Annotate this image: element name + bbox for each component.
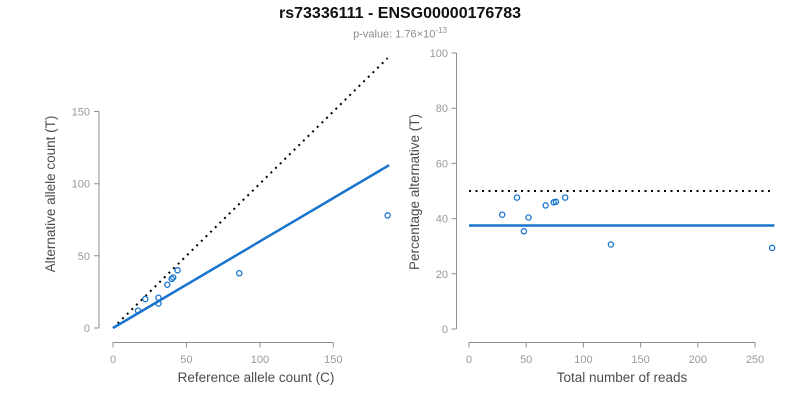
identity-line <box>112 57 389 329</box>
fit-line <box>112 164 390 330</box>
percentage-alternative-y-axis-title: Percentage alternative (T) <box>407 114 422 270</box>
data-point <box>498 211 506 218</box>
percentage-alternative-y-tick-label: 0 <box>442 324 448 336</box>
allele-counts-y-tick-label: 150 <box>72 107 90 119</box>
figure-title: rs73336111 - ENSG00000176783 <box>279 5 521 22</box>
data-point <box>607 241 615 248</box>
data-point <box>768 244 776 252</box>
data-point <box>169 274 177 281</box>
data-point <box>561 194 569 201</box>
p-value-subtitle: p-value: 1.76×10-13 <box>0 26 800 41</box>
allele-counts-y-axis-title: Alternative allele count (T) <box>43 116 58 273</box>
percentage-alternative-y-tick-label: 100 <box>430 48 448 60</box>
allele-counts-y-axis <box>94 111 100 329</box>
allele-counts-x-tick-label: 0 <box>110 354 116 366</box>
allele-counts-x-tick-label: 50 <box>180 354 192 366</box>
percentage-alternative-y-tick-label: 20 <box>436 269 448 281</box>
data-point <box>142 295 149 303</box>
percentage-alternative-y-axis <box>451 52 457 330</box>
allele-counts-y-tick-label: 0 <box>84 323 90 335</box>
allele-counts-x-tick-label: 100 <box>251 354 269 366</box>
percentage-alternative-y-tick-label: 80 <box>436 103 448 115</box>
percentage-alternative-plot: 0 20 40 60 80 100 0 50 100 150 200 250 Total number … <box>407 48 776 385</box>
data-point <box>155 294 162 301</box>
data-point <box>174 267 181 274</box>
data-point <box>520 228 528 235</box>
data-point <box>513 194 521 201</box>
allele-counts-x-axis <box>112 342 334 348</box>
percentage-alternative-y-tick-label: 40 <box>436 214 448 226</box>
percentage-alternative-x-tick-label: 100 <box>574 354 592 366</box>
percentage-alternative-y-tick-label: 60 <box>436 158 448 170</box>
data-point <box>164 281 171 288</box>
data-point <box>236 269 243 277</box>
percentage-alternative-x-axis-title: Total number of reads <box>557 370 688 385</box>
percentage-alternative-x-tick-label: 250 <box>746 354 764 366</box>
percentage-alternative-x-tick-label: 0 <box>466 354 472 366</box>
data-point <box>525 214 532 221</box>
allele-counts-y-tick-label: 100 <box>72 179 90 191</box>
allele-counts-y-tick-label: 50 <box>78 251 90 263</box>
data-point <box>542 202 549 209</box>
data-point <box>552 198 560 206</box>
p-value-text: p-value: 1.76×10 <box>353 28 436 41</box>
percentage-alternative-x-tick-label: 150 <box>631 354 649 366</box>
percentage-alternative-x-axis <box>468 342 756 348</box>
allele-counts-x-tick-label: 150 <box>324 354 342 366</box>
percentage-alternative-x-tick-label: 200 <box>689 354 707 366</box>
percentage-alternative-x-tick-label: 50 <box>520 354 532 366</box>
p-value-exponent: -13 <box>435 26 447 35</box>
allele-counts-x-axis-title: Reference allele count (C) <box>178 370 335 385</box>
data-point <box>134 307 142 314</box>
data-point <box>384 212 391 219</box>
allele-counts-plot: 0 50 100 150 0 50 100 150 Reference allele count… <box>43 57 391 385</box>
data-point <box>168 275 175 283</box>
